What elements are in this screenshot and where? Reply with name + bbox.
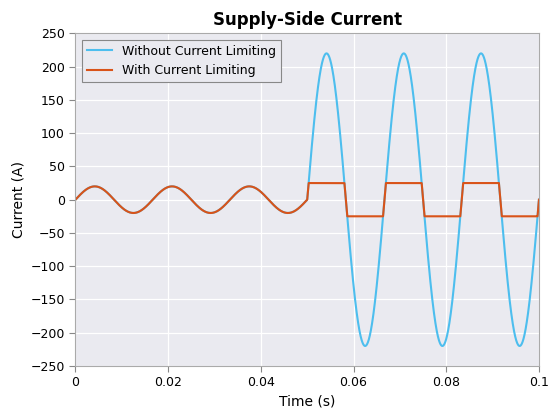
Without Current Limiting — [291, 208, 298, 213]
Without Current Limiting — [506, 291, 512, 297]
Line: With Current Limiting: With Current Limiting — [76, 183, 539, 216]
With Current Limiting — [506, 214, 512, 219]
Without Current Limiting — [516, 344, 523, 349]
Without Current Limiting — [535, 197, 542, 202]
Without Current Limiting — [370, 315, 376, 320]
Without Current Limiting — [72, 197, 79, 202]
Title: Supply-Side Current: Supply-Side Current — [213, 11, 402, 29]
With Current Limiting — [370, 214, 376, 219]
With Current Limiting — [72, 197, 79, 202]
Legend: Without Current Limiting, With Current Limiting: Without Current Limiting, With Current L… — [82, 40, 281, 82]
With Current Limiting — [188, 197, 194, 202]
With Current Limiting — [344, 214, 351, 219]
X-axis label: Time (s): Time (s) — [279, 395, 335, 409]
Without Current Limiting — [352, 303, 359, 308]
With Current Limiting — [535, 197, 542, 202]
Y-axis label: Current (A): Current (A) — [11, 161, 25, 238]
Without Current Limiting — [188, 197, 194, 202]
Line: Without Current Limiting: Without Current Limiting — [76, 53, 539, 346]
Without Current Limiting — [404, 57, 410, 62]
With Current Limiting — [352, 214, 359, 219]
With Current Limiting — [404, 181, 410, 186]
Without Current Limiting — [400, 51, 407, 56]
With Current Limiting — [291, 208, 298, 213]
With Current Limiting — [305, 181, 312, 186]
